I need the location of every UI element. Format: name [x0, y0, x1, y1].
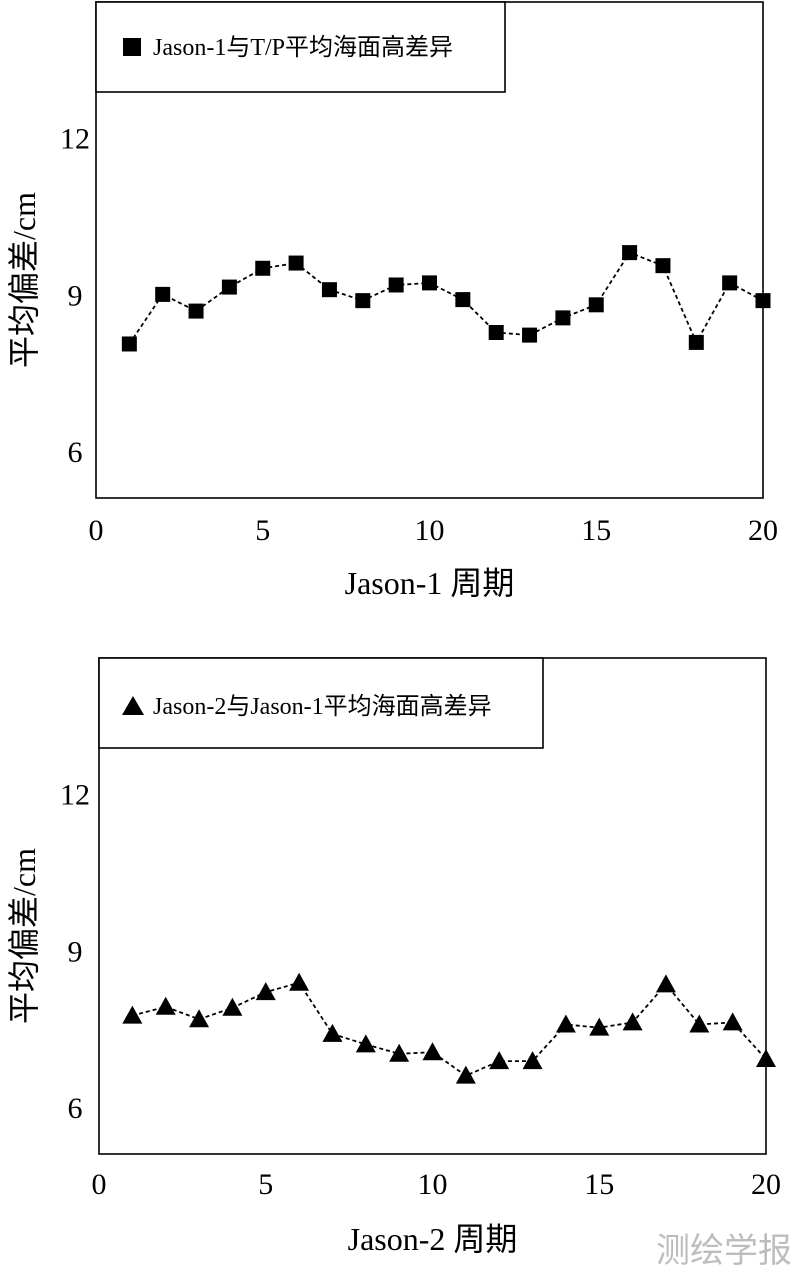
data-point-square	[255, 260, 271, 276]
data-point-square	[688, 334, 704, 350]
y-axis-label: 平均偏差/cm	[6, 192, 42, 368]
data-point-triangle	[489, 1051, 510, 1070]
data-point-triangle	[189, 1009, 210, 1028]
chart-1: Jason-1与T/P平均海面高差异 6 9 12 0 5 10 15 20 Jason-1 周期…	[6, 1, 778, 601]
y-tick-label: 12	[60, 779, 90, 812]
legend-label: Jason-1与T/P平均海面高差异	[153, 34, 453, 61]
x-tick-label: 20	[751, 1168, 781, 1201]
data-point-square	[422, 275, 437, 291]
data-point-square	[522, 327, 538, 343]
y-tick-label: 9	[68, 279, 83, 312]
data-point-square	[622, 245, 638, 261]
data-point-triangle	[589, 1017, 610, 1036]
chart-2: Jason-2与Jason-1平均海面高差异 6 9 12 0 5 10 15 20 Jason-…	[6, 657, 781, 1257]
data-point-square	[588, 297, 604, 313]
x-tick-label: 20	[748, 514, 778, 547]
legend-box	[98, 657, 544, 749]
data-point-triangle	[689, 1014, 710, 1033]
data-point-square	[655, 258, 671, 274]
y-tick-label: 6	[68, 436, 83, 469]
data-point-triangle	[622, 1012, 643, 1031]
data-point-square	[188, 303, 204, 319]
data-point-triangle	[722, 1012, 743, 1031]
x-tick-label: 15	[581, 514, 611, 547]
data-point-triangle	[222, 997, 243, 1016]
data-point-square	[755, 293, 771, 309]
x-tick-label: 10	[415, 514, 445, 547]
data-point-square	[321, 282, 337, 298]
series-dashed-line	[132, 981, 767, 1077]
legend-square-marker-icon	[123, 38, 141, 56]
data-point-triangle	[756, 1048, 776, 1067]
data-point-square	[455, 292, 471, 308]
data-point-square	[722, 275, 738, 291]
data-point-square	[388, 277, 404, 293]
x-tick-label: 0	[89, 514, 104, 547]
data-point-triangle	[455, 1065, 476, 1084]
x-axis-label: Jason-1 周期	[345, 565, 515, 601]
data-point-triangle	[655, 974, 676, 993]
data-point-square	[488, 324, 504, 340]
legend-label: Jason-2与Jason-1平均海面高差异	[153, 693, 492, 720]
y-tick-label: 9	[68, 935, 83, 968]
data-point-triangle	[555, 1014, 576, 1033]
y-tick-label: 6	[68, 1092, 83, 1125]
data-point-square	[155, 286, 171, 302]
legend-triangle-marker-icon	[122, 696, 144, 715]
legend-box	[95, 1, 506, 93]
x-tick-label: 0	[92, 1168, 107, 1201]
x-tick-label: 15	[584, 1168, 614, 1201]
watermark-text: 测绘学报	[656, 1231, 792, 1271]
y-axis-label: 平均偏差/cm	[6, 848, 42, 1024]
data-point-square	[288, 255, 304, 271]
data-point-triangle	[422, 1042, 443, 1061]
data-point-triangle	[255, 982, 276, 1001]
data-point-triangle	[522, 1051, 543, 1070]
x-tick-label: 5	[255, 514, 270, 547]
data-point-square	[355, 293, 371, 309]
data-point-square	[555, 310, 571, 326]
data-point-square	[121, 336, 137, 352]
data-point-triangle	[122, 1005, 143, 1024]
data-point-triangle	[322, 1023, 343, 1042]
data-point-triangle	[289, 972, 310, 991]
data-point-triangle	[389, 1043, 410, 1062]
x-axis-label: Jason-2 周期	[348, 1221, 518, 1257]
y-tick-label: 12	[60, 123, 90, 156]
data-point-square	[221, 279, 237, 295]
data-point-triangle	[355, 1034, 376, 1053]
x-tick-label: 10	[418, 1168, 448, 1201]
data-point-triangle	[155, 996, 176, 1015]
x-tick-label: 5	[258, 1168, 273, 1201]
